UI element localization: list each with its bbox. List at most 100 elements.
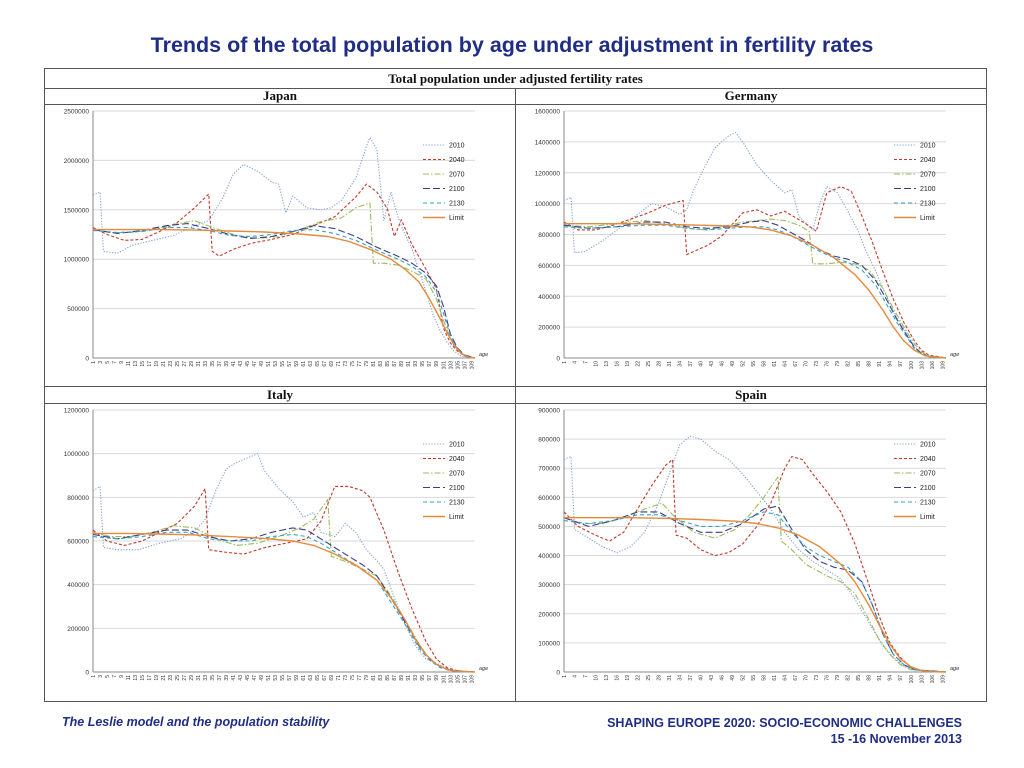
x-tick-label: 94 (888, 675, 894, 681)
footer-left: The Leslie model and the population stab… (62, 715, 330, 729)
legend-label: 2130 (920, 500, 936, 507)
chart-germany: 0 200000 400000 600000 800000 1000000 1200000 1… (535, 109, 960, 370)
y-tick-label: 800000 (538, 232, 560, 239)
y-tick-label: 1400000 (535, 139, 561, 146)
x-tick-label: 3 (98, 361, 104, 364)
x-tick-label: 40 (698, 675, 704, 681)
x-tick-label: 5 (105, 675, 111, 678)
x-tick-label: 71 (336, 361, 342, 367)
y-tick-label: 100000 (538, 640, 560, 647)
x-tick-label: 79 (835, 361, 841, 367)
x-tick-label: 15 (140, 361, 146, 367)
x-tick-label: 23 (168, 361, 174, 367)
series-line-2010 (563, 132, 947, 359)
x-tick-label: 100 (909, 361, 915, 370)
x-tick-label: 1 (562, 361, 568, 364)
panel-italy: Italy 0 200000 400000 600000 800000 1000000 12… (45, 387, 516, 701)
footer-date: 15 -16 November 2013 (830, 732, 962, 746)
x-tick-label: 97 (427, 361, 433, 367)
x-tick-label: 109 (469, 361, 475, 370)
x-tick-label: 43 (709, 675, 715, 681)
series-line-2130 (563, 224, 947, 359)
x-tick-label: 99 (434, 361, 440, 367)
x-tick-label: 94 (888, 361, 894, 367)
y-tick-label: 2000000 (64, 158, 90, 165)
x-tick-label: 33 (203, 361, 209, 367)
y-tick-label: 600000 (538, 495, 560, 502)
x-tick-label: 95 (420, 675, 426, 681)
x-tick-label: 70 (804, 675, 810, 681)
x-tick-label: 77 (357, 361, 363, 367)
legend-label: 2100 (920, 186, 936, 193)
x-tick-label: 19 (154, 361, 160, 367)
x-tick-label: 79 (364, 361, 370, 367)
x-tick-label: 106 (930, 675, 936, 684)
x-tick-label: 67 (793, 675, 799, 681)
x-tick-label: 34 (677, 675, 683, 681)
x-tick-label: 85 (385, 361, 391, 367)
x-tick-label: 1 (562, 675, 568, 678)
legend-label: 2070 (920, 172, 936, 179)
y-tick-label: 2500000 (64, 109, 90, 116)
x-tick-label: 103 (919, 361, 925, 370)
x-tick-label: 83 (378, 675, 384, 681)
x-tick-label: 103 (448, 361, 454, 370)
x-tick-label: 11 (126, 675, 132, 680)
x-tick-label: 3 (98, 675, 104, 678)
x-tick-label: 23 (168, 675, 174, 681)
x-tick-label: 9 (119, 361, 125, 364)
x-tick-label: 52 (741, 361, 747, 367)
x-tick-label: 52 (741, 675, 747, 681)
x-tick-label: 15 (140, 675, 146, 681)
y-tick-label: 1000000 (535, 201, 561, 208)
y-tick-label: 500000 (67, 306, 89, 313)
x-tick-label: 63 (308, 675, 314, 681)
x-axis-label: age (950, 352, 959, 358)
series-line-limit (93, 228, 476, 359)
x-tick-label: 82 (846, 675, 852, 681)
series-line-2040 (92, 485, 476, 673)
x-tick-label: 58 (762, 675, 768, 681)
x-tick-label: 7 (112, 675, 118, 678)
legend-label: 2100 (920, 485, 936, 492)
x-tick-label: 83 (378, 361, 384, 367)
y-tick-label: 1000000 (64, 451, 90, 458)
x-tick-label: 1 (91, 675, 97, 678)
x-tick-label: 76 (825, 361, 831, 367)
footer-conference: SHAPING EUROPE 2020: SOCIO-ECONOMIC CHAL… (607, 716, 962, 730)
legend-label: Limit (920, 215, 935, 222)
y-tick-label: 1200000 (64, 408, 90, 415)
y-tick-label: 900000 (538, 408, 560, 415)
y-tick-label: 300000 (538, 582, 560, 589)
x-tick-label: 7 (583, 675, 589, 678)
x-tick-label: 59 (294, 361, 300, 367)
x-tick-label: 11 (126, 361, 132, 366)
x-tick-label: 31 (196, 361, 202, 367)
x-axis-label: age (950, 666, 959, 672)
x-tick-label: 103 (448, 675, 454, 684)
panel-title-italy: Italy (45, 387, 515, 404)
x-tick-label: 71 (336, 675, 342, 681)
x-tick-label: 47 (252, 361, 258, 367)
series-line-2100 (92, 223, 476, 359)
x-tick-label: 46 (720, 675, 726, 681)
x-tick-label: 25 (175, 361, 181, 367)
x-tick-label: 88 (867, 675, 873, 681)
x-tick-label: 73 (814, 675, 820, 681)
x-tick-label: 88 (867, 361, 873, 367)
x-tick-label: 61 (301, 675, 307, 681)
y-tick-label: 800000 (538, 437, 560, 444)
series-line-2070 (563, 218, 947, 359)
x-tick-label: 97 (898, 675, 904, 681)
x-tick-label: 55 (280, 361, 286, 367)
x-tick-label: 61 (772, 675, 778, 681)
series-line-2070 (563, 476, 947, 673)
x-tick-label: 17 (147, 675, 153, 681)
x-tick-label: 67 (322, 675, 328, 681)
x-tick-label: 28 (656, 675, 662, 681)
footer-right: SHAPING EUROPE 2020: SOCIO-ECONOMIC CHAL… (607, 715, 962, 747)
x-tick-label: 61 (301, 361, 307, 367)
y-tick-label: 400000 (538, 553, 560, 560)
x-tick-label: 13 (133, 675, 139, 681)
